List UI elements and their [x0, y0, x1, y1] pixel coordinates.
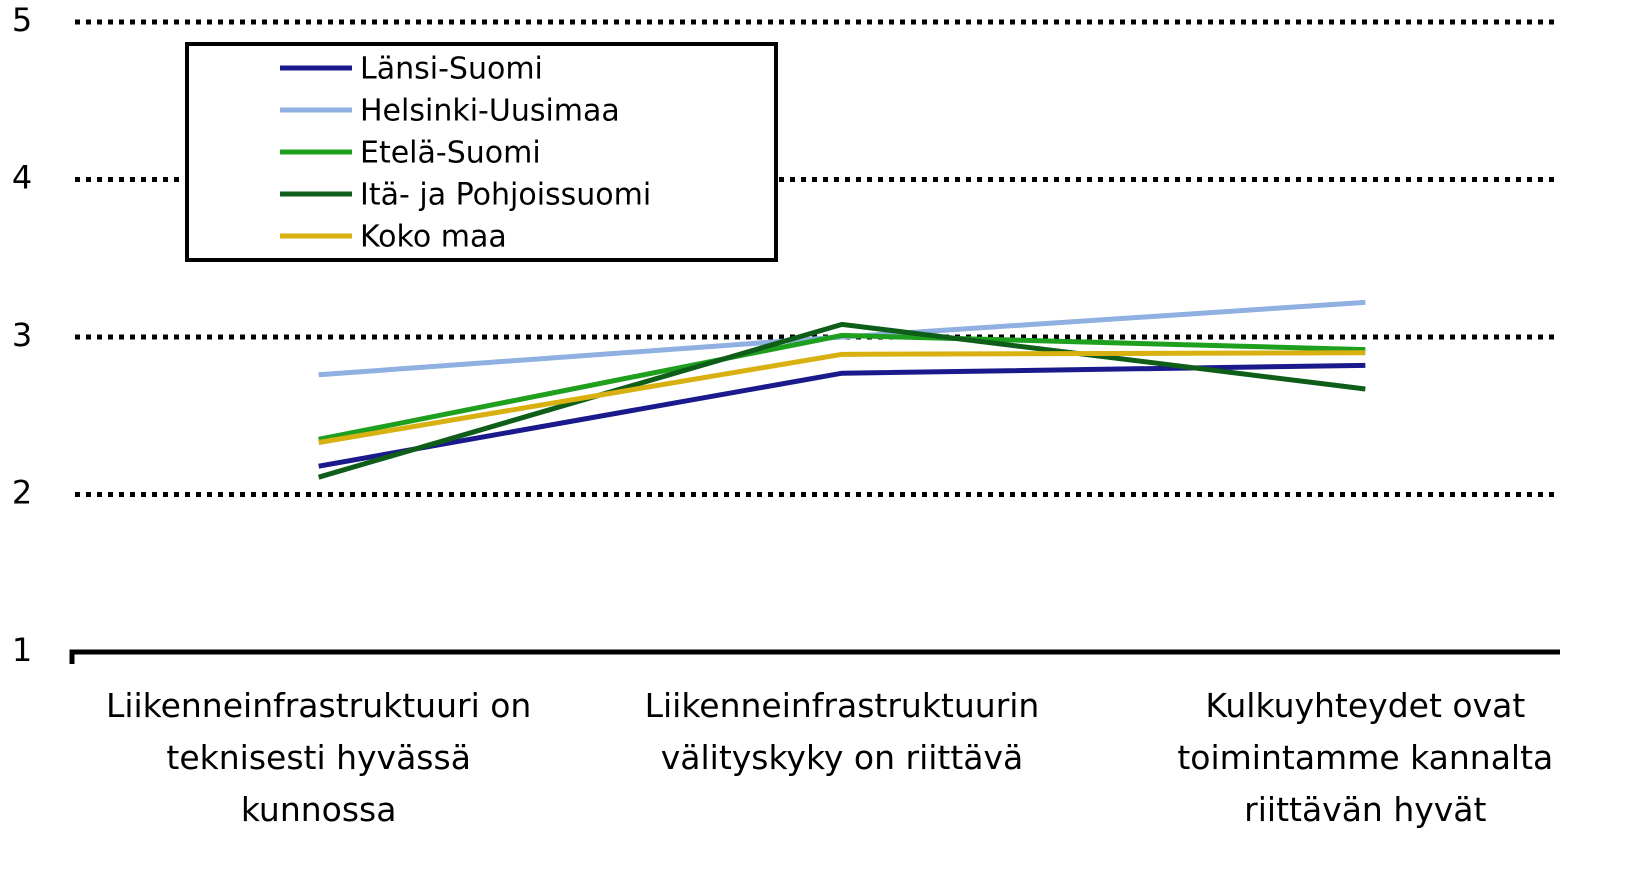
legend-label: Etelä-Suomi [360, 136, 541, 171]
x-tick-label: Kulkuyhteydet ovat toimintamme kannalta … [1177, 686, 1554, 829]
line [318, 350, 1366, 445]
legend-label: Itä- ja Pohjoissuomi [360, 178, 651, 213]
y-tick-label: 5 [12, 1, 32, 39]
legend-label: Koko maa [360, 220, 507, 255]
legend-label: Helsinki-Uusimaa [360, 94, 620, 129]
x-tick-label: Liikenneinfrastruktuuri on teknisesti hy… [105, 686, 532, 829]
y-tick-label: 2 [12, 474, 32, 512]
x-axis [69, 649, 1560, 664]
y-tick-label: 3 [12, 316, 32, 354]
line [317, 321, 1366, 480]
legend-label: Länsi-Suomi [360, 52, 543, 87]
y-tick-label: 4 [12, 159, 32, 197]
x-tick-label: Liikenneinfrastruktuurin välityskyky on … [644, 686, 1040, 777]
y-tick-label: 1 [12, 631, 32, 669]
line [318, 332, 1366, 442]
